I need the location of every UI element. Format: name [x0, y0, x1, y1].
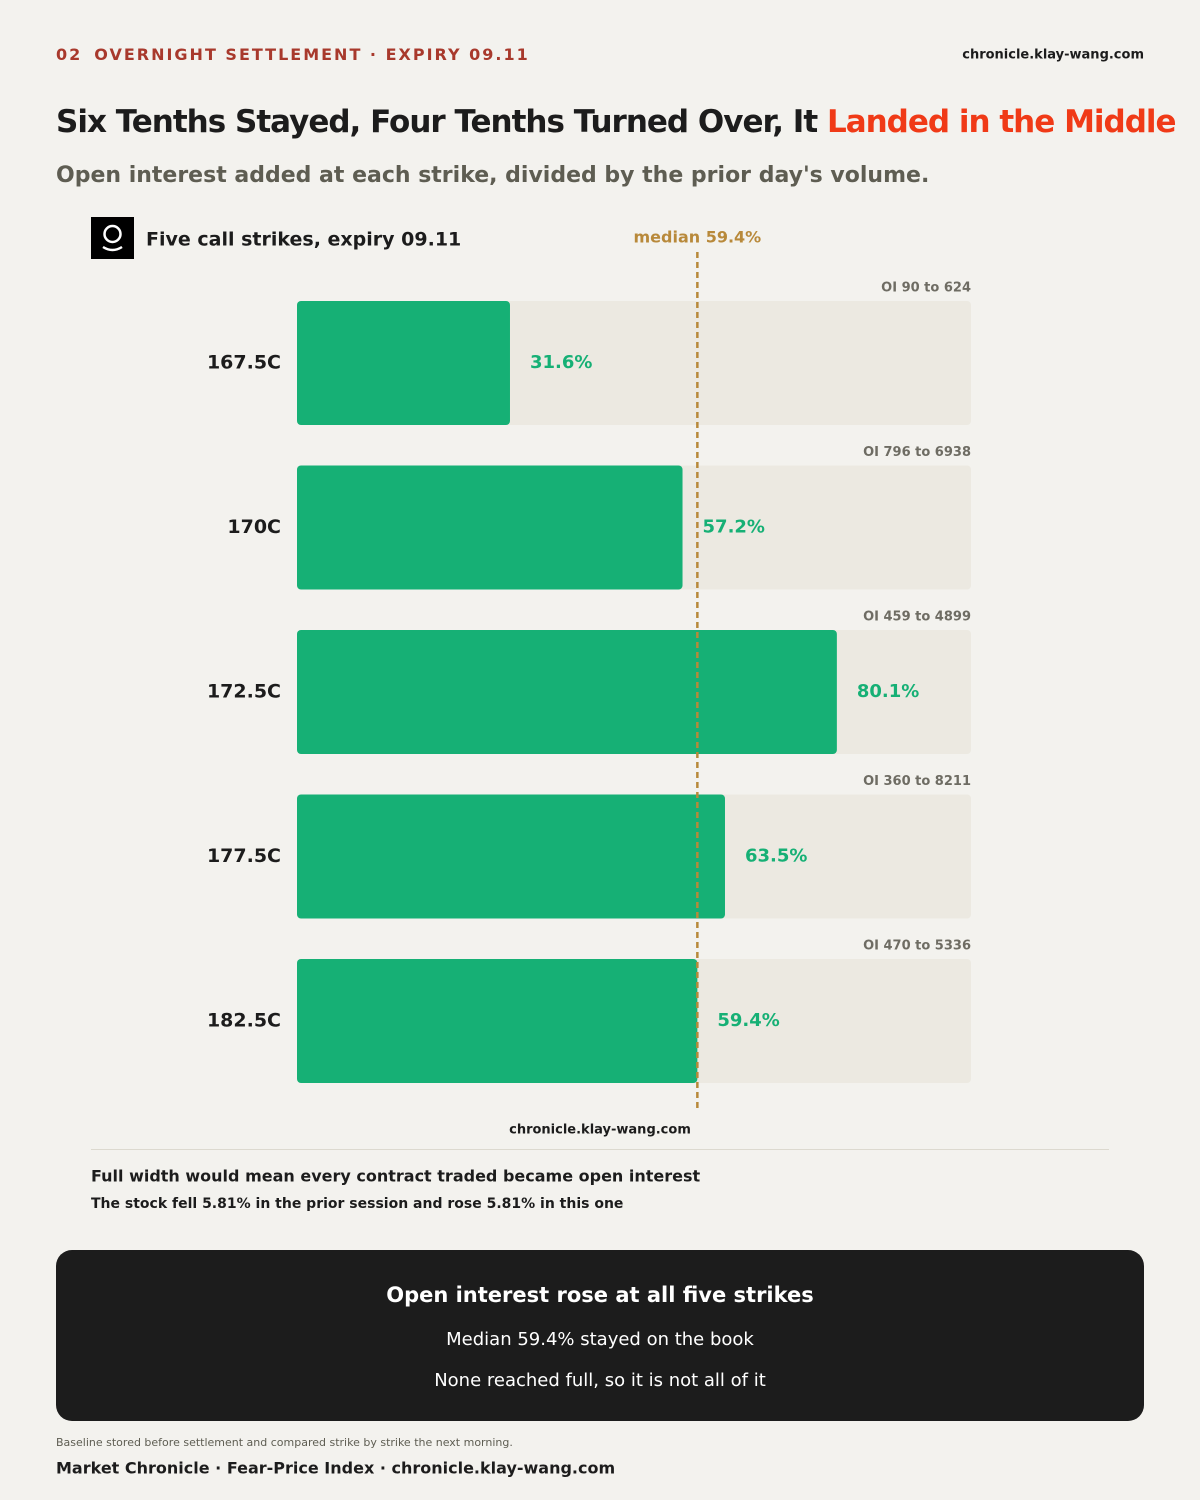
logo-glyph [103, 224, 122, 244]
value-label: 57.2% [703, 517, 765, 538]
site: chronicle.klay-wang.com [962, 48, 1144, 63]
bar [297, 794, 725, 919]
category-label: 177.5C [207, 845, 281, 867]
bar-annotation: OI 90 to 624 [881, 281, 971, 296]
bar-annotation: OI 470 to 5336 [863, 939, 971, 954]
median-label: median 59.4% [633, 228, 761, 247]
footer-note: Baseline stored before settlement and co… [56, 1436, 513, 1449]
headline: Six Tenths Stayed, Four Tenths Turned Ov… [56, 104, 1176, 140]
summary-line: None reached full, so it is not all of i… [434, 1370, 766, 1391]
value-label: 59.4% [717, 1010, 779, 1031]
subtitle: Open interest added at each strike, divi… [56, 163, 929, 188]
kicker-text: OVERNIGHT SETTLEMENT · EXPIRY 09.11 [94, 45, 529, 64]
note: The stock fell 5.81% in the prior sessio… [91, 1196, 623, 1212]
logo [91, 217, 134, 259]
bar-annotation: OI 360 to 8211 [863, 774, 971, 789]
logo-glyph [102, 245, 123, 252]
note: Full width would mean every contract tra… [91, 1167, 701, 1186]
bar [297, 465, 683, 590]
category-label: 170C [227, 516, 281, 538]
bar [297, 301, 510, 425]
category-label: 182.5C [207, 1010, 281, 1032]
chart-source: chronicle.klay-wang.com [509, 1123, 691, 1138]
category-label: 167.5C [207, 352, 281, 374]
headline-main: Six Tenths Stayed, Four Tenths Turned Ov… [56, 104, 827, 140]
chart-title: Five call strikes, expiry 09.11 [146, 229, 461, 251]
bar [297, 959, 698, 1083]
value-label: 80.1% [857, 681, 919, 702]
headline-highlight: Landed in the Middle [827, 104, 1176, 140]
summary-line: Median 59.4% stayed on the book [446, 1329, 754, 1350]
bar-annotation: OI 459 to 4899 [863, 610, 971, 625]
category-label: 172.5C [207, 681, 281, 703]
kicker-number: 02 [56, 45, 82, 64]
summary-box [56, 1250, 1144, 1421]
footer-credit: Market Chronicle · Fear-Price Index · ch… [56, 1459, 615, 1478]
value-label: 31.6% [530, 352, 592, 373]
bar-annotation: OI 796 to 6938 [863, 445, 971, 460]
kicker: 02 OVERNIGHT SETTLEMENT · EXPIRY 09.11 [56, 45, 530, 64]
bar [297, 630, 837, 754]
summary-title: Open interest rose at all five strikes [386, 1283, 814, 1307]
value-label: 63.5% [745, 846, 807, 867]
plot: 167.5C 31.6% OI 90 to 624 170C 57.2% OI 796 t… [207, 228, 971, 1108]
